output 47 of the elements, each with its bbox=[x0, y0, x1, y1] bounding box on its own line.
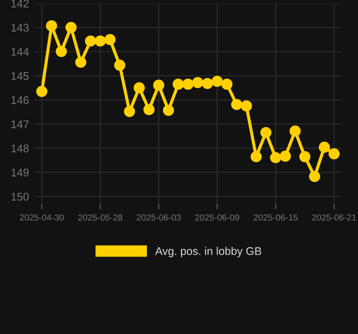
point bbox=[212, 76, 223, 87]
point bbox=[172, 78, 184, 90]
point bbox=[56, 46, 67, 57]
point bbox=[328, 148, 340, 160]
y-tick-label: 142 bbox=[11, 0, 29, 8]
x-tick-label: 2025-04-30 bbox=[20, 214, 64, 221]
point bbox=[104, 34, 116, 46]
y-tick-label: 147 bbox=[11, 120, 29, 128]
point bbox=[260, 126, 272, 138]
point bbox=[192, 76, 204, 88]
point bbox=[221, 78, 232, 90]
point bbox=[182, 78, 194, 90]
point bbox=[36, 86, 48, 98]
x-tick-label: 2025-06-21 bbox=[312, 214, 356, 221]
y-tick-label: 148 bbox=[11, 144, 29, 152]
point bbox=[280, 150, 291, 162]
y-tick-label: 143 bbox=[11, 24, 29, 32]
point bbox=[231, 98, 242, 110]
point bbox=[270, 152, 282, 164]
point bbox=[250, 151, 262, 162]
point bbox=[94, 35, 106, 47]
legend-label: Avg. pos. in lobby GB bbox=[155, 246, 262, 258]
point bbox=[84, 35, 96, 47]
x-tick-label: 2025-06-09 bbox=[195, 214, 240, 221]
y-tick-label: 146 bbox=[11, 96, 29, 104]
point bbox=[65, 22, 77, 34]
x-tick-label: 2025-06-15 bbox=[254, 214, 298, 221]
point bbox=[309, 170, 320, 182]
point bbox=[299, 151, 310, 162]
y-tick-label: 150 bbox=[11, 192, 29, 201]
point bbox=[202, 78, 213, 90]
point bbox=[46, 20, 58, 32]
point bbox=[124, 106, 136, 118]
point bbox=[134, 82, 145, 94]
point bbox=[114, 60, 126, 71]
x-tick-label: 2025-06-03 bbox=[136, 214, 181, 221]
y-tick-label: 144 bbox=[11, 48, 29, 56]
y-tick-label: 149 bbox=[11, 168, 29, 176]
y-tick-label: 145 bbox=[11, 72, 29, 80]
x-tick-label: 2025-05-28 bbox=[78, 214, 122, 221]
point bbox=[318, 142, 330, 153]
point bbox=[162, 104, 174, 116]
point bbox=[75, 56, 86, 68]
point bbox=[153, 80, 164, 91]
point bbox=[290, 126, 301, 137]
point bbox=[240, 100, 252, 112]
point bbox=[143, 104, 155, 116]
